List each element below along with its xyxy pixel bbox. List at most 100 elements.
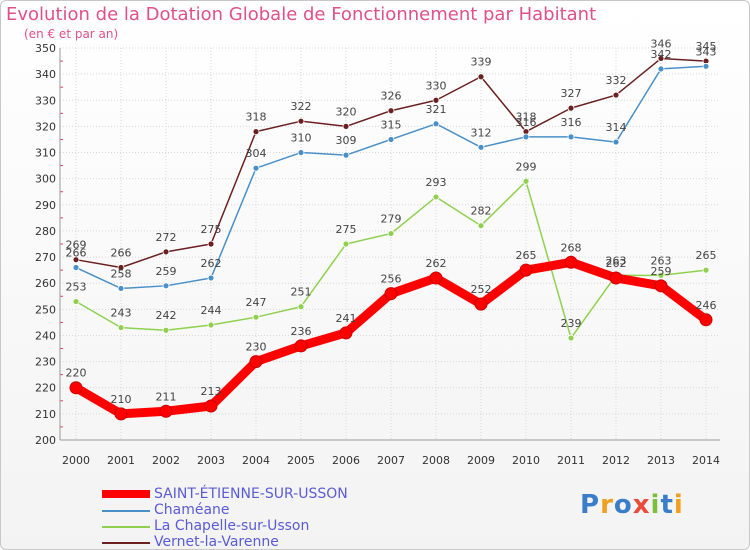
data-label: 304 — [246, 147, 267, 160]
data-label: 220 — [66, 367, 87, 380]
y-tick-label: 300 — [35, 173, 56, 186]
data-label: 251 — [291, 286, 312, 299]
data-point — [567, 133, 575, 141]
data-label: 236 — [291, 325, 312, 338]
data-point — [477, 143, 485, 151]
x-tick-label: 2008 — [422, 454, 450, 467]
data-label: 339 — [471, 56, 492, 69]
chart-title: Evolution de la Dotation Globale de Fonc… — [6, 4, 597, 25]
data-point — [72, 264, 80, 271]
data-label: 259 — [156, 265, 177, 278]
data-point — [252, 128, 260, 136]
legend-label: SAINT-ÉTIENNE-SUR-USSON — [154, 486, 348, 502]
x-tick-label: 2007 — [377, 454, 405, 467]
data-point — [657, 65, 665, 73]
data-label: 246 — [696, 299, 717, 312]
data-label: 346 — [651, 37, 672, 50]
data-label: 275 — [201, 223, 222, 236]
data-point — [252, 164, 260, 172]
x-tick-label: 2005 — [287, 454, 315, 467]
data-point — [114, 407, 128, 421]
x-tick-label: 2014 — [692, 454, 720, 467]
data-point — [477, 73, 485, 81]
data-label: 326 — [381, 90, 402, 103]
data-point — [522, 177, 530, 185]
data-point — [567, 334, 575, 342]
data-label: 269 — [66, 239, 87, 252]
data-label: 210 — [111, 393, 132, 406]
data-point — [159, 404, 173, 418]
legend-swatch — [102, 526, 150, 528]
data-point — [117, 324, 125, 332]
y-tick-label: 280 — [35, 225, 56, 238]
data-point — [567, 104, 575, 112]
data-point — [117, 264, 125, 271]
x-tick-label: 2003 — [197, 454, 225, 467]
proxiti-logo: Proxiti — [580, 490, 684, 520]
data-label: 342 — [651, 48, 672, 61]
legend-swatch — [102, 510, 150, 512]
data-label: 243 — [111, 307, 132, 320]
data-point — [252, 313, 260, 321]
y-tick-label: 290 — [35, 199, 56, 212]
data-point — [342, 240, 350, 248]
data-point — [477, 222, 485, 230]
data-label: 314 — [606, 121, 627, 134]
data-label: 279 — [381, 213, 402, 226]
data-label: 242 — [156, 309, 177, 322]
y-tick-label: 330 — [35, 94, 56, 107]
data-label: 327 — [561, 87, 582, 100]
data-label: 262 — [201, 257, 222, 270]
data-label: 262 — [606, 257, 627, 270]
data-label: 211 — [156, 390, 177, 403]
legend-label: La Chapelle-sur-Usson — [154, 518, 310, 534]
x-tick-label: 2012 — [602, 454, 630, 467]
data-point — [72, 256, 80, 264]
data-point — [294, 339, 308, 353]
data-point — [72, 298, 80, 305]
data-label: 252 — [471, 283, 492, 296]
data-point — [609, 271, 623, 285]
x-tick-label: 2004 — [242, 454, 270, 467]
data-label: 332 — [606, 74, 627, 87]
data-point — [612, 91, 620, 99]
data-point — [342, 151, 350, 159]
data-label: 299 — [516, 160, 537, 173]
data-label: 318 — [516, 111, 537, 124]
data-point — [519, 263, 533, 277]
data-point — [117, 285, 125, 292]
data-label: 259 — [651, 265, 672, 278]
data-point — [657, 55, 665, 62]
data-point — [474, 297, 488, 311]
data-point — [387, 230, 395, 237]
data-point — [339, 326, 353, 340]
data-label: 321 — [426, 103, 447, 116]
data-label: 275 — [336, 223, 357, 236]
data-label: 330 — [426, 79, 447, 92]
data-point — [297, 303, 305, 311]
data-point — [384, 287, 398, 301]
x-tick-label: 2006 — [332, 454, 360, 467]
logo-letter: P — [580, 490, 601, 520]
data-point — [432, 96, 440, 104]
y-tick-label: 260 — [35, 277, 56, 290]
data-label: 253 — [66, 280, 87, 293]
x-tick-label: 2000 — [62, 454, 90, 467]
logo-letter: x — [632, 490, 651, 520]
data-point — [69, 381, 83, 395]
data-point — [162, 282, 170, 290]
data-label: 262 — [426, 257, 447, 270]
data-label: 230 — [246, 341, 267, 354]
logo-letter: i — [673, 490, 684, 520]
data-point — [387, 136, 395, 143]
data-label: 316 — [561, 116, 582, 129]
data-label: 272 — [156, 231, 177, 244]
data-label: 293 — [426, 176, 447, 189]
x-tick-label: 2001 — [107, 454, 135, 467]
data-point — [249, 355, 263, 369]
data-label: 241 — [336, 312, 357, 325]
data-point — [429, 271, 443, 285]
y-tick-label: 240 — [35, 329, 56, 342]
data-label: 266 — [111, 247, 132, 260]
